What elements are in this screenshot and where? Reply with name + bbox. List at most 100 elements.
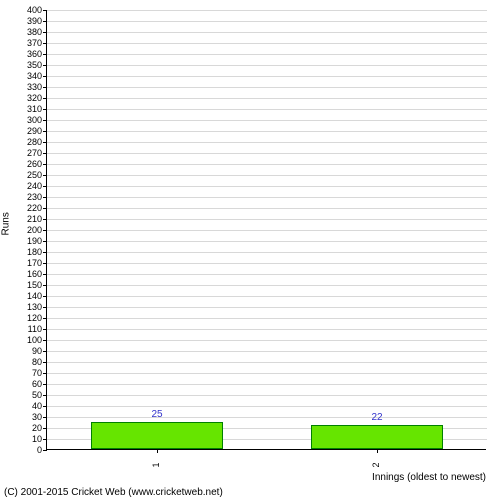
- ytick-label: 310: [27, 104, 42, 114]
- xtick-label: 1: [151, 462, 161, 467]
- ytick-label: 180: [27, 247, 42, 257]
- ytick-mark: [43, 351, 47, 352]
- ytick-mark: [43, 109, 47, 110]
- gridline: [47, 285, 487, 286]
- ytick-mark: [43, 318, 47, 319]
- gridline: [47, 263, 487, 264]
- ytick-mark: [43, 395, 47, 396]
- gridline: [47, 252, 487, 253]
- gridline: [47, 230, 487, 231]
- ytick-mark: [43, 274, 47, 275]
- gridline: [47, 219, 487, 220]
- gridline: [47, 296, 487, 297]
- ytick-mark: [43, 230, 47, 231]
- gridline: [47, 208, 487, 209]
- ytick-label: 260: [27, 159, 42, 169]
- gridline: [47, 274, 487, 275]
- ytick-mark: [43, 285, 47, 286]
- ytick-label: 380: [27, 27, 42, 37]
- ytick-mark: [43, 252, 47, 253]
- ytick-label: 400: [27, 5, 42, 15]
- ytick-label: 290: [27, 126, 42, 136]
- ytick-mark: [43, 131, 47, 132]
- ytick-label: 210: [27, 214, 42, 224]
- ytick-mark: [43, 296, 47, 297]
- ytick-label: 200: [27, 225, 42, 235]
- ytick-mark: [43, 87, 47, 88]
- ytick-label: 40: [32, 401, 42, 411]
- ytick-label: 90: [32, 346, 42, 356]
- gridline: [47, 87, 487, 88]
- ytick-mark: [43, 406, 47, 407]
- gridline: [47, 175, 487, 176]
- gridline: [47, 417, 487, 418]
- ytick-mark: [43, 241, 47, 242]
- ytick-label: 110: [28, 324, 42, 334]
- ytick-label: 20: [32, 423, 42, 433]
- ytick-label: 220: [27, 203, 42, 213]
- ytick-label: 100: [27, 335, 42, 345]
- gridline: [47, 340, 487, 341]
- xtick-mark: [377, 449, 378, 453]
- ytick-mark: [43, 373, 47, 374]
- ytick-mark: [43, 417, 47, 418]
- gridline: [47, 10, 487, 11]
- ytick-label: 170: [27, 258, 42, 268]
- ytick-label: 370: [27, 38, 42, 48]
- ytick-label: 330: [27, 82, 42, 92]
- ytick-mark: [43, 263, 47, 264]
- ytick-label: 250: [27, 170, 42, 180]
- xtick-label: 2: [371, 462, 381, 467]
- ytick-mark: [43, 175, 47, 176]
- ytick-label: 30: [32, 412, 42, 422]
- bar: [91, 422, 223, 450]
- ytick-mark: [43, 362, 47, 363]
- ytick-mark: [43, 10, 47, 11]
- ytick-label: 190: [27, 236, 42, 246]
- gridline: [47, 197, 487, 198]
- gridline: [47, 153, 487, 154]
- ytick-label: 340: [27, 71, 42, 81]
- gridline: [47, 329, 487, 330]
- ytick-label: 390: [27, 16, 42, 26]
- bar-value-label: 22: [371, 412, 382, 423]
- ytick-label: 140: [27, 291, 42, 301]
- gridline: [47, 98, 487, 99]
- x-axis-label: Innings (oldest to newest): [372, 472, 486, 483]
- gridline: [47, 351, 487, 352]
- bar: [311, 425, 443, 449]
- ytick-label: 80: [32, 357, 42, 367]
- gridline: [47, 21, 487, 22]
- ytick-label: 280: [27, 137, 42, 147]
- gridline: [47, 120, 487, 121]
- plot-area: 2522: [46, 10, 486, 450]
- ytick-label: 230: [27, 192, 42, 202]
- ytick-mark: [43, 32, 47, 33]
- ytick-mark: [43, 98, 47, 99]
- ytick-label: 70: [32, 368, 42, 378]
- ytick-mark: [43, 329, 47, 330]
- gridline: [47, 318, 487, 319]
- ytick-mark: [43, 120, 47, 121]
- ytick-mark: [43, 197, 47, 198]
- ytick-label: 50: [32, 390, 42, 400]
- gridline: [47, 164, 487, 165]
- ytick-label: 300: [27, 115, 42, 125]
- xtick-mark: [157, 449, 158, 453]
- ytick-mark: [43, 153, 47, 154]
- ytick-mark: [43, 219, 47, 220]
- ytick-label: 360: [27, 49, 42, 59]
- ytick-label: 60: [32, 379, 42, 389]
- ytick-label: 120: [27, 313, 42, 323]
- gridline: [47, 362, 487, 363]
- ytick-mark: [43, 43, 47, 44]
- ytick-mark: [43, 208, 47, 209]
- gridline: [47, 54, 487, 55]
- ytick-label: 160: [27, 269, 42, 279]
- y-axis-label: Runs: [1, 212, 12, 235]
- gridline: [47, 43, 487, 44]
- ytick-label: 130: [27, 302, 42, 312]
- gridline: [47, 307, 487, 308]
- chart-container: 2522: [46, 10, 486, 450]
- gridline: [47, 65, 487, 66]
